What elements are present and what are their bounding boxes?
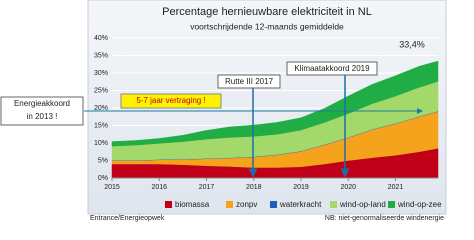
end-label: 33,4% bbox=[399, 39, 425, 49]
y-tick-label: 15% bbox=[94, 122, 108, 129]
legend-label: wind-op-zee bbox=[397, 200, 442, 209]
area bbox=[111, 60, 439, 147]
y-tick-label: 30% bbox=[94, 70, 108, 77]
x-tick-label: 2021 bbox=[388, 184, 404, 191]
x-tick-label: 2016 bbox=[151, 184, 167, 191]
annotation-box bbox=[0, 96, 84, 126]
note: NB: niet-genormaliseerde windenergie bbox=[325, 215, 444, 222]
legend-label: zonpv bbox=[236, 200, 257, 209]
annotation-text: 5-7 jaar vertraging ! bbox=[136, 96, 205, 105]
legend-swatch bbox=[388, 201, 395, 208]
chart: Percentage hernieuwbare elektriciteit in… bbox=[0, 0, 447, 222]
annotation-box bbox=[120, 93, 222, 109]
y-tick-label: 20% bbox=[94, 105, 108, 112]
legend-swatch bbox=[165, 201, 172, 208]
chart-title: Percentage hernieuwbare elektriciteit in… bbox=[162, 6, 372, 18]
annotation-box bbox=[217, 74, 281, 89]
chart-subtitle: voortschrijdende 12-maands gemiddelde bbox=[190, 21, 344, 31]
legend-label: waterkracht bbox=[279, 200, 322, 209]
x-tick-label: 2020 bbox=[340, 184, 356, 191]
y-tick-label: 5% bbox=[98, 157, 108, 164]
annotation-text: in 2013 ! bbox=[27, 112, 58, 121]
y-tick-label: 10% bbox=[94, 140, 108, 147]
annotations: 33,4% Energieakkoord in 2013 ! 5-7 jaar … bbox=[0, 39, 442, 209]
annotation-text: Energieakkoord bbox=[14, 99, 70, 108]
y-tick-label: 40% bbox=[94, 35, 108, 42]
x-tick-label: 2019 bbox=[293, 184, 309, 191]
x-tick-label: 2017 bbox=[199, 184, 215, 191]
legend-swatch bbox=[270, 201, 277, 208]
y-tick-label: 35% bbox=[94, 52, 108, 59]
legend-swatch bbox=[330, 201, 337, 208]
source: Entrance/Energieopwek bbox=[90, 215, 165, 222]
x-tick-label: 2015 bbox=[104, 184, 120, 191]
legend-label: biomassa bbox=[175, 200, 210, 209]
plot-area: 0% 5% 10% 15% 20% 25% 30% 35% 40% 2015 2016 2017 201… bbox=[94, 35, 439, 191]
legend-label: wind-op-land bbox=[339, 200, 386, 209]
annotation-text: Rutte III 2017 bbox=[225, 77, 274, 86]
annotation-text: Klimaatakkoord 2019 bbox=[294, 64, 370, 73]
annotation-box bbox=[286, 61, 378, 76]
legend-swatch bbox=[226, 201, 233, 208]
x-tick-label: 2018 bbox=[246, 184, 262, 191]
y-tick-label: 25% bbox=[94, 87, 108, 94]
y-tick-label: 0% bbox=[98, 175, 108, 182]
